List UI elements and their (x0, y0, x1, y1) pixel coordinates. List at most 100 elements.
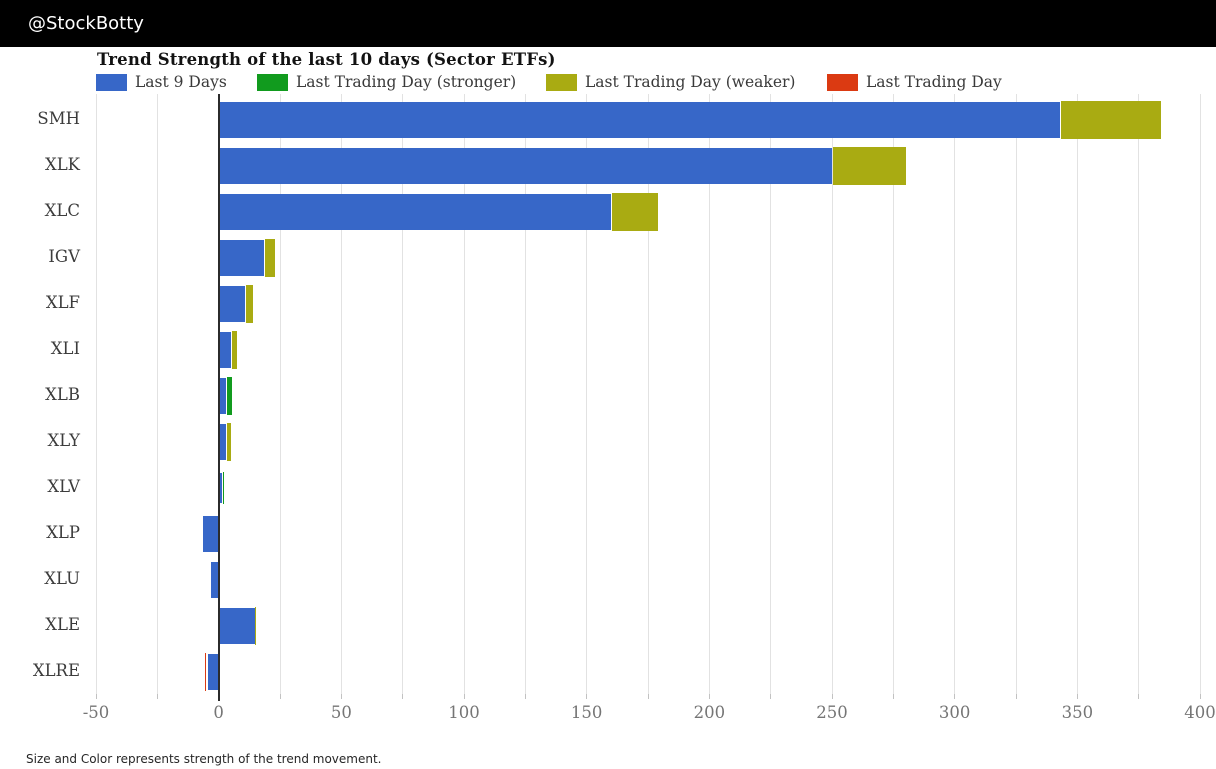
gridline (1199, 94, 1201, 694)
x-axis-tick (1076, 694, 1078, 699)
bar-xlv-last-trading-day-stronger (222, 472, 225, 504)
bar-xlf-last-trading-day-weaker (246, 285, 253, 323)
bar-xlc-last-9-days (218, 194, 612, 230)
chart-legend: Last 9 Days Last Trading Day (stronger) … (0, 73, 1216, 93)
gridline (524, 94, 526, 694)
bar-xlk-last-9-days (218, 148, 832, 184)
gridline (954, 94, 956, 694)
y-category-label: XLP (46, 523, 80, 542)
legend-item-last-trading-day: Last Trading Day (827, 73, 1002, 91)
bar-xli-last-trading-day-weaker (231, 331, 238, 369)
legend-label-last-trading-day-weaker: Last Trading Day (weaker) (585, 73, 796, 91)
x-tick-label: 350 (1061, 703, 1094, 722)
x-tick-label: -50 (82, 703, 110, 722)
y-category-label: XLE (45, 615, 80, 634)
legend-label-last-trading-day-stronger: Last Trading Day (stronger) (296, 73, 517, 91)
x-axis-tick (402, 694, 404, 699)
bar-xlf-last-9-days (218, 286, 246, 322)
chart-title: Trend Strength of the last 10 days (Sect… (97, 50, 556, 69)
x-tick-label: 250 (816, 703, 848, 722)
bar-igv-last-trading-day-weaker (265, 239, 275, 277)
zero-axis-line (217, 94, 220, 701)
bar-xlp-last-9-days (202, 516, 219, 552)
x-axis-tick (770, 694, 772, 699)
y-category-label: XLI (50, 339, 80, 358)
y-category-label: XLY (47, 431, 80, 450)
gridline (95, 94, 97, 694)
legend-label-last-9-days: Last 9 Days (135, 73, 227, 91)
y-category-label: XLC (44, 201, 80, 220)
x-axis-tick (708, 694, 710, 699)
y-category-label: IGV (48, 247, 80, 266)
x-tick-label: 400 (1184, 703, 1216, 722)
header-bar: @StockBotty (0, 0, 1216, 47)
bar-xlre-last-9-days (207, 654, 219, 690)
x-axis-tick (156, 694, 158, 699)
gridline (708, 94, 710, 694)
gridline (1138, 94, 1140, 694)
x-axis-tick (340, 694, 342, 699)
y-category-label: XLV (47, 477, 80, 496)
bar-smh-last-9-days (218, 102, 1061, 138)
bar-smh-last-trading-day-weaker (1061, 101, 1161, 139)
legend-item-last-9-days: Last 9 Days (96, 73, 227, 91)
gridline (340, 94, 342, 694)
x-axis-tick (95, 694, 97, 699)
bar-xlu-last-9-days (211, 562, 219, 598)
x-axis-tick (524, 694, 526, 699)
legend-item-last-trading-day-weaker: Last Trading Day (weaker) (546, 73, 795, 91)
x-axis-tick (1199, 694, 1201, 699)
gridline (402, 94, 404, 694)
bar-xly-last-trading-day-weaker (226, 423, 231, 461)
y-category-label: XLK (44, 155, 80, 174)
header-handle: @StockBotty (28, 13, 144, 34)
y-category-label: XLB (45, 385, 80, 404)
gridline (463, 94, 465, 694)
gridline (279, 94, 281, 694)
bar-xle-last-9-days (218, 608, 256, 644)
x-axis-tick (279, 694, 281, 699)
bar-xly-last-9-days (218, 424, 226, 460)
x-axis-tick (1015, 694, 1017, 699)
gridline (586, 94, 588, 694)
gridline (647, 94, 649, 694)
y-category-label: SMH (37, 109, 80, 128)
y-category-label: XLF (45, 293, 80, 312)
x-tick-label: 200 (693, 703, 726, 722)
bar-xlk-last-trading-day-weaker (833, 147, 906, 185)
bar-xli-last-9-days (218, 332, 231, 368)
x-tick-label: 100 (448, 703, 480, 722)
gridline (156, 94, 158, 694)
legend-swatch-olive (546, 73, 577, 91)
bar-xlb-last-trading-day-stronger (227, 377, 232, 415)
x-tick-label: 150 (570, 703, 603, 722)
x-axis-tick (954, 694, 956, 699)
x-axis-tick (647, 694, 649, 699)
gridline (1076, 94, 1078, 694)
legend-swatch-red (827, 73, 858, 91)
footer-note: Size and Color represents strength of th… (26, 752, 382, 766)
legend-swatch-blue (96, 73, 127, 91)
bar-xlv-last-9-days (218, 473, 222, 503)
legend-swatch-green (257, 73, 288, 91)
gridline (770, 94, 772, 694)
bar-xlc-last-trading-day-weaker (612, 193, 658, 231)
gridline (1015, 94, 1017, 694)
gridline (831, 94, 833, 694)
legend-label-last-trading-day: Last Trading Day (866, 73, 1002, 91)
bar-igv-last-9-days (218, 240, 265, 276)
x-axis-tick (463, 694, 465, 699)
legend-item-last-trading-day-stronger: Last Trading Day (stronger) (257, 73, 516, 91)
y-category-label: XLU (44, 569, 80, 588)
x-axis-tick (831, 694, 833, 699)
gridline (892, 94, 894, 694)
x-axis-tick (892, 694, 894, 699)
x-axis-tick (586, 694, 588, 699)
bar-xle-last-trading-day-weaker (255, 607, 257, 645)
x-axis-tick (1138, 694, 1140, 699)
y-category-label: XLRE (32, 661, 80, 680)
x-tick-label: 300 (938, 703, 971, 722)
bar-xlb-last-9-days (218, 378, 227, 414)
bar-xlre-last-trading-day (204, 653, 207, 691)
